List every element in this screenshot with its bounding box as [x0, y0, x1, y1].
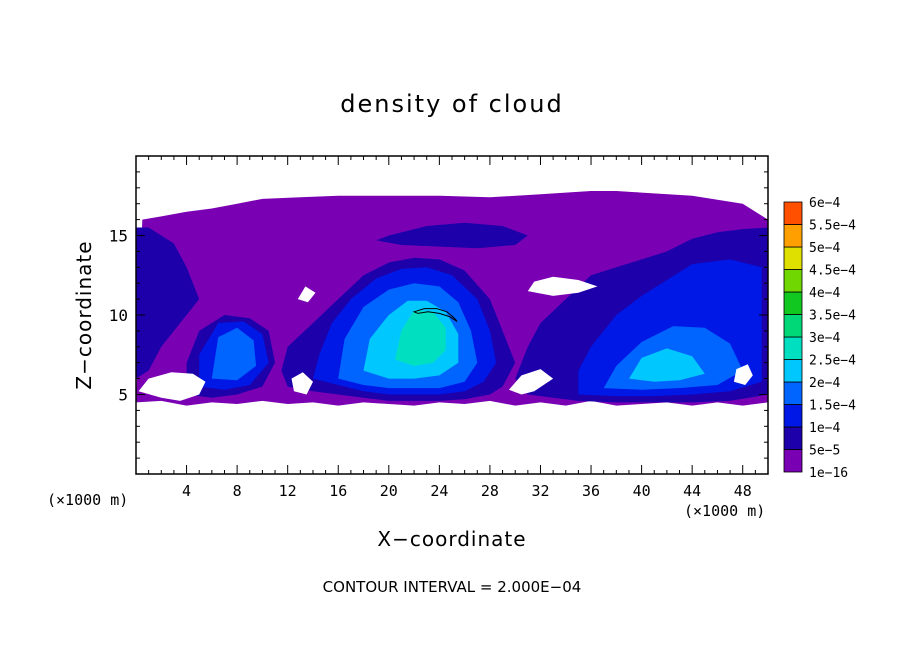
- colorbar-swatch: [783, 246, 803, 270]
- colorbar-level-label: 4e−4: [809, 286, 840, 301]
- colorbar-level-label: 5.5e−4: [809, 219, 856, 234]
- x-tick-label: 20: [380, 482, 398, 500]
- colorbar-level-label: 3e−4: [809, 331, 840, 346]
- colorbar-swatch: [783, 359, 803, 383]
- clear-air-hole: [733, 364, 753, 385]
- y-axis-label: Z−coordinate: [72, 240, 96, 389]
- colorbar-level-label: 6e−4: [809, 196, 840, 211]
- x-tick-label: 8: [233, 482, 242, 500]
- y-tick-label: 5: [118, 386, 128, 405]
- x-axis-label: X−coordinate: [377, 527, 526, 551]
- contour-region-level-1: [376, 222, 528, 249]
- colorbar-swatch: [783, 426, 803, 450]
- colorbar-swatch: [783, 291, 803, 315]
- colorbar-swatch: [783, 381, 803, 405]
- colorbar: 1e−16 5e−5 1e−4 1.5e−4 2e−4 2.5e−4 3e−4 3.5e−4 4…: [783, 196, 856, 481]
- colorbar-swatch: [783, 404, 803, 428]
- colorbar-level-label: 4.5e−4: [809, 264, 856, 279]
- colorbar-swatch: [783, 201, 803, 225]
- colorbar-swatch: [783, 336, 803, 360]
- chart-title: density of cloud: [340, 90, 563, 118]
- x-tick-label: 24: [430, 482, 448, 500]
- contour-region-level-3: [211, 327, 257, 381]
- x-tick-label: 32: [531, 482, 549, 500]
- colorbar-level-label: 2.5e−4: [809, 354, 856, 369]
- clear-air-hole: [138, 372, 206, 401]
- x-tick-label: 12: [279, 482, 297, 500]
- x-unit-label-left: (×1000 m): [47, 491, 128, 509]
- density-field: [136, 191, 768, 406]
- clear-air-hole: [297, 286, 316, 303]
- colorbar-level-label: 2e−4: [809, 376, 840, 391]
- contour-region-level-1: [136, 227, 200, 379]
- y-tick-label: 15: [109, 227, 128, 246]
- contour-region-level-5: [395, 310, 446, 366]
- y-tick-label: 10: [109, 306, 128, 325]
- x-tick-label: 28: [481, 482, 499, 500]
- colorbar-level-label: 1e−16: [809, 466, 848, 481]
- contour-line: [412, 308, 458, 322]
- colorbar-swatch: [783, 314, 803, 338]
- y-axis: 5 10 15: [109, 171, 768, 459]
- x-tick-label: 36: [582, 482, 600, 500]
- colorbar-swatch: [783, 224, 803, 248]
- colorbar-level-label: 5e−5: [809, 444, 840, 459]
- clear-air-hole: [527, 276, 598, 296]
- x-axis: 4 8 12 16 20 24 28 32 36 40 44 48: [148, 156, 756, 500]
- x-tick-label: 16: [329, 482, 347, 500]
- clear-air-hole: [508, 369, 554, 395]
- x-tick-label: 44: [683, 482, 701, 500]
- x-tick-label: 48: [734, 482, 752, 500]
- colorbar-level-label: 1.5e−4: [809, 399, 856, 414]
- colorbar-level-label: 5e−4: [809, 241, 840, 256]
- x-tick-label: 40: [633, 482, 651, 500]
- colorbar-level-label: 1e−4: [809, 421, 840, 436]
- x-tick-label: 4: [182, 482, 191, 500]
- colorbar-swatch: [783, 269, 803, 293]
- clear-air-regions: [138, 276, 753, 401]
- contour-region-level-4: [629, 348, 705, 382]
- colorbar-level-label: 3.5e−4: [809, 309, 856, 324]
- colorbar-swatch: [783, 449, 803, 473]
- contour-interval-note: CONTOUR INTERVAL = 2.000E−04: [323, 578, 582, 596]
- clear-air-hole: [291, 372, 313, 395]
- x-unit-label-right: (×1000 m): [684, 502, 765, 520]
